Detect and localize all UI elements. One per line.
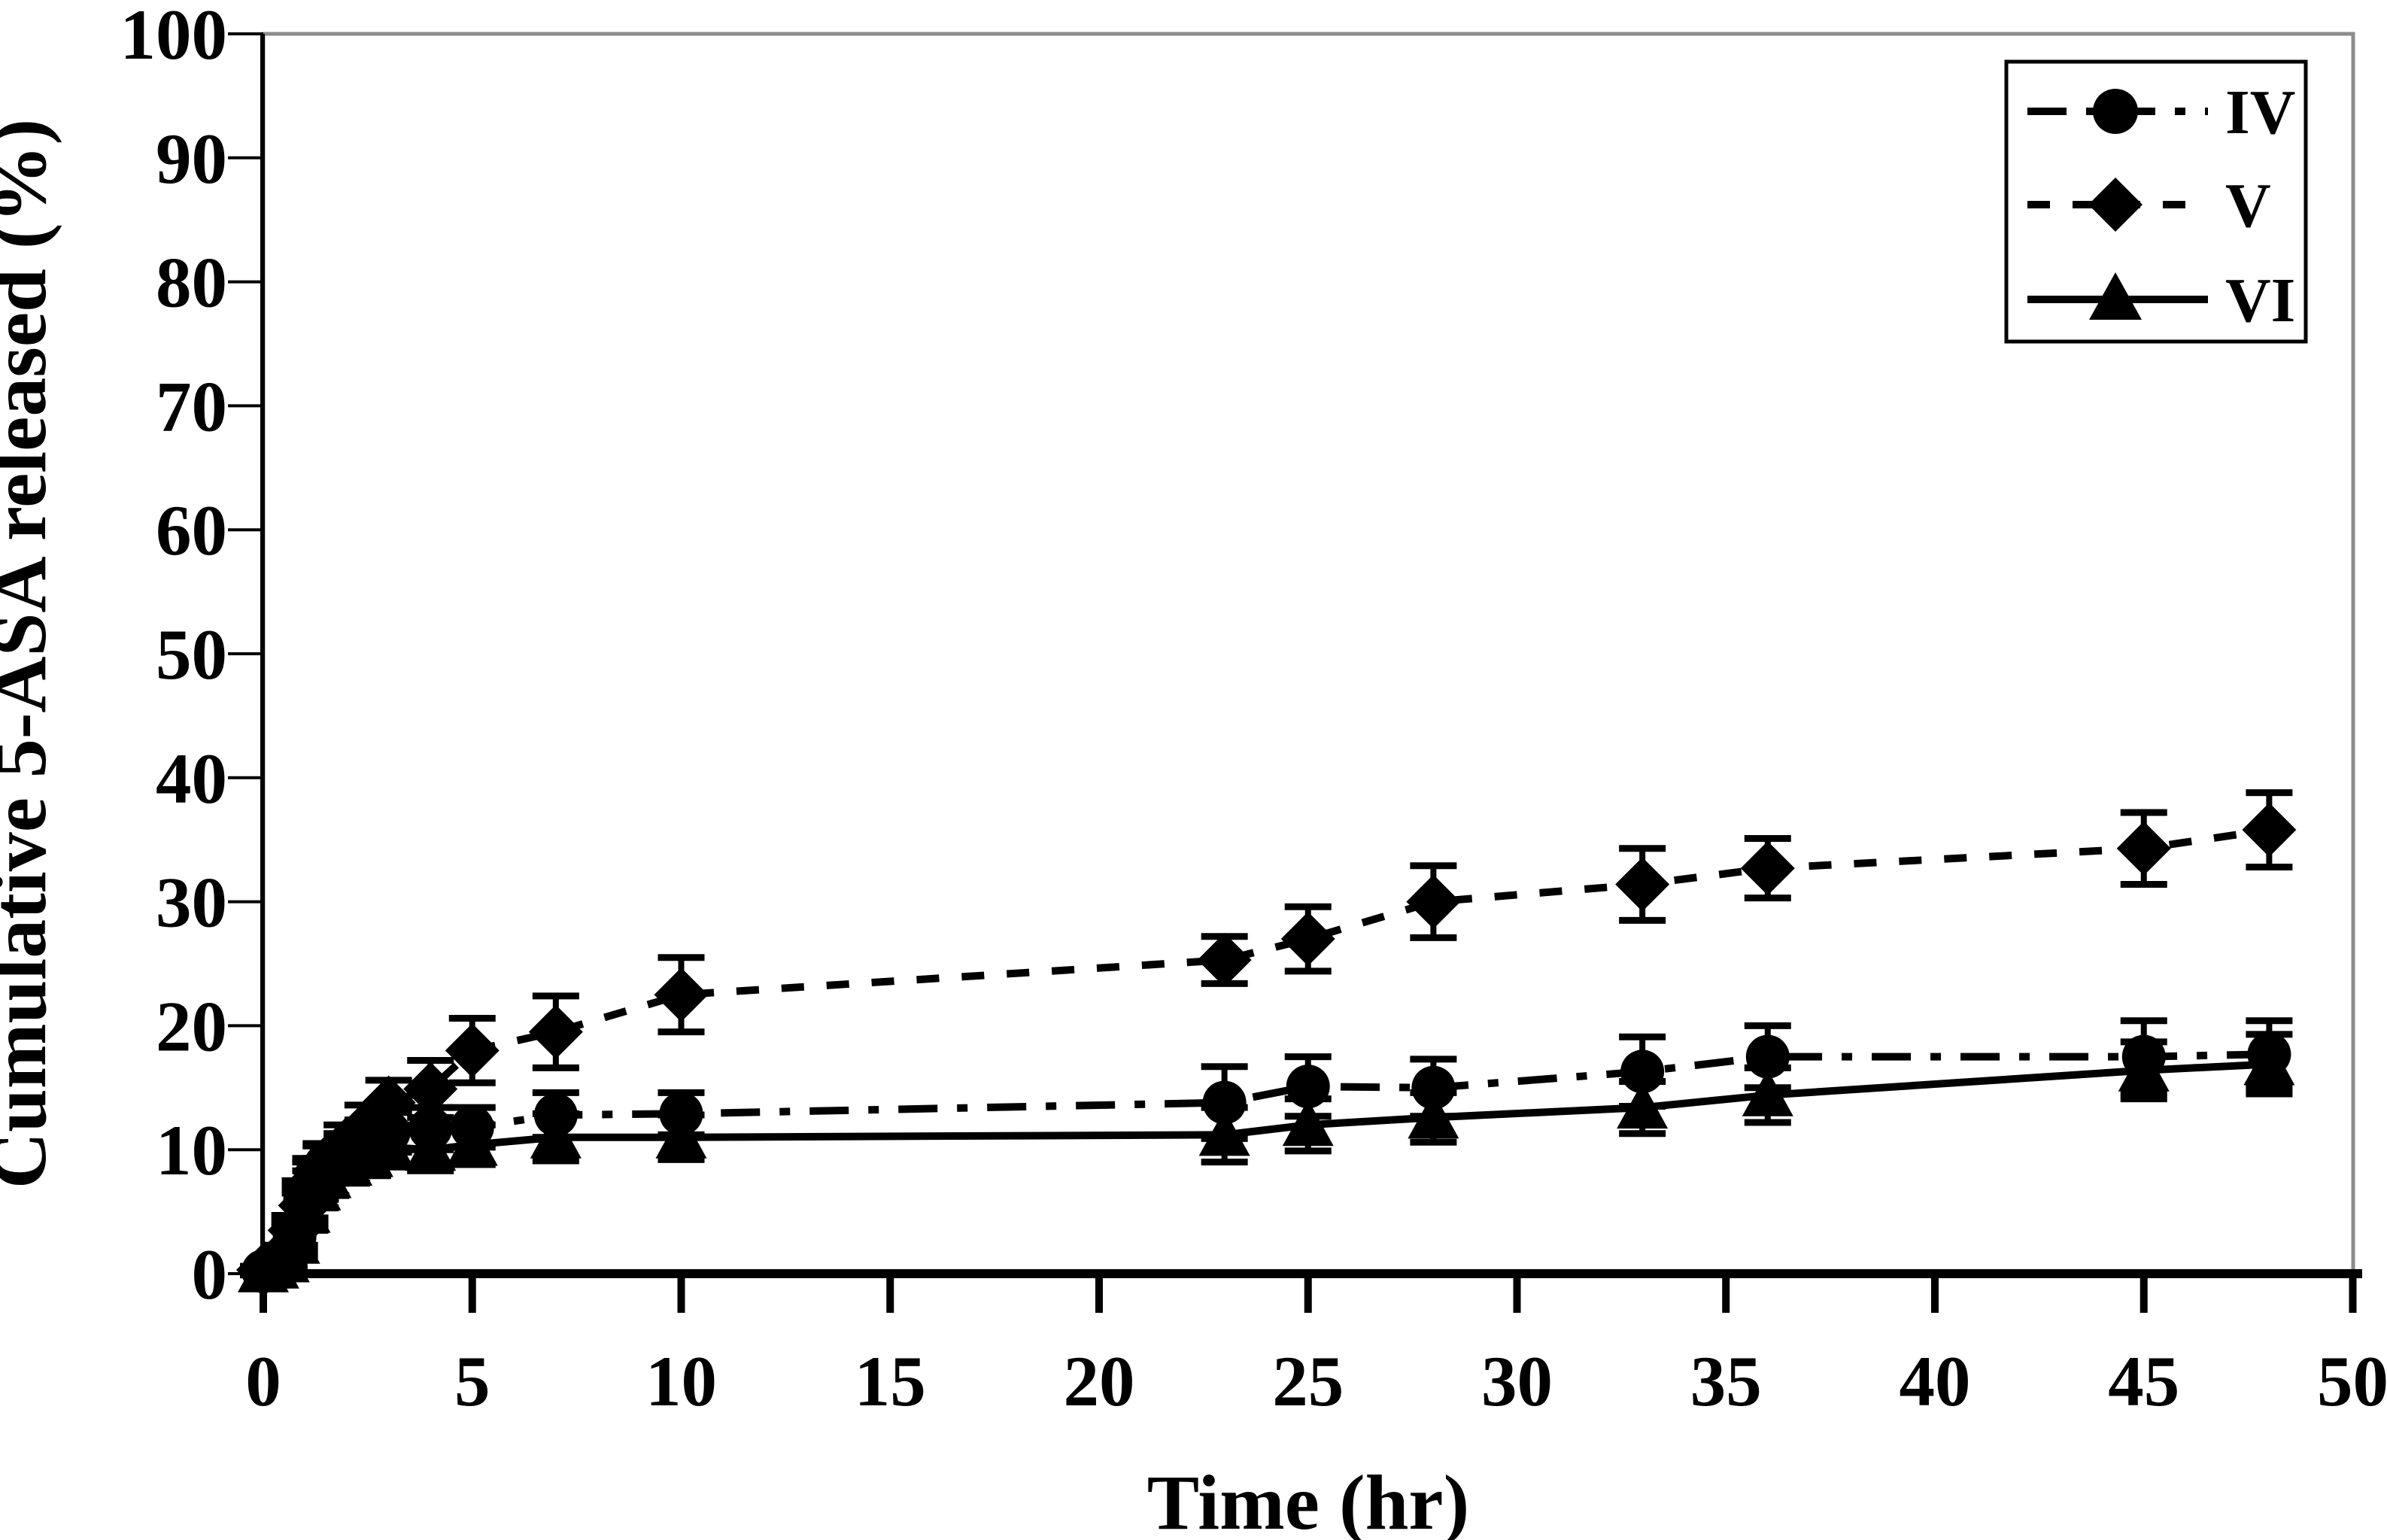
y-axis-title: Cumulative 5-ASA released (%) [0, 119, 62, 1189]
data-point-diamond [1615, 857, 1670, 912]
data-point-triangle [1742, 1069, 1793, 1116]
data-point-diamond [528, 1004, 583, 1059]
x-tick-label: 45 [2108, 1341, 2179, 1421]
legend-diamond-marker [2088, 178, 2143, 232]
x-axis-title: Time (hr) [1147, 1460, 1469, 1540]
data-point-circle [366, 1110, 411, 1155]
data-point-triangle [1617, 1082, 1669, 1129]
y-tick-label: 80 [156, 243, 227, 323]
y-axis-tick-labels: 0 10 20 30 40 50 60 70 80 90 100 [120, 0, 228, 1314]
x-tick-label: 40 [1900, 1341, 1971, 1421]
legend-circle-marker [2093, 89, 2138, 134]
data-point-diamond [1406, 874, 1461, 929]
series-markers-layer [236, 803, 2297, 1298]
legend-label-IV: IV [2225, 77, 2295, 147]
x-tick-label: 25 [1272, 1341, 1344, 1421]
series-markers-IV [241, 1032, 2291, 1293]
data-point-diamond [1740, 841, 1795, 896]
legend-triangle-marker [2089, 272, 2142, 320]
data-point-triangle [1198, 1109, 1250, 1156]
data-point-diamond [2116, 821, 2171, 876]
data-point-diamond [2242, 803, 2297, 858]
series-markers-VI [238, 1038, 2295, 1292]
data-point-circle [659, 1092, 703, 1136]
legend: IV V VI [2004, 59, 2308, 344]
data-point-circle [1620, 1049, 1665, 1094]
legend-item-VI: VI [2027, 266, 2295, 336]
data-point-triangle [1282, 1099, 1334, 1147]
y-tick-label: 0 [192, 1235, 228, 1314]
legend-label-V: V [2225, 171, 2271, 241]
data-point-circle [1286, 1065, 1330, 1109]
x-axis-tick-labels: 0 5 10 15 20 25 30 35 40 45 50 [245, 1341, 2387, 1421]
data-point-circle [1411, 1065, 1456, 1110]
y-tick-label: 60 [156, 491, 227, 570]
data-point-circle [2247, 1032, 2291, 1077]
y-tick-label: 20 [156, 986, 227, 1066]
y-tick-label: 50 [156, 615, 227, 694]
x-tick-label: 10 [645, 1341, 717, 1421]
y-tick-label: 10 [156, 1110, 227, 1190]
data-point-diamond [1197, 933, 1252, 988]
data-point-circle [408, 1107, 453, 1151]
x-tick-label: 15 [855, 1341, 926, 1421]
y-tick-label: 30 [156, 863, 227, 943]
x-tick-label: 5 [454, 1341, 490, 1421]
x-axis-ticks [260, 1278, 2357, 1313]
x-tick-label: 30 [1481, 1341, 1553, 1421]
y-tick-label: 100 [120, 0, 228, 74]
legend-item-V: V [2027, 171, 2271, 241]
data-point-circle [533, 1093, 578, 1138]
data-point-circle [450, 1105, 494, 1150]
y-tick-label: 70 [156, 366, 227, 446]
x-tick-label: 50 [2317, 1341, 2387, 1421]
x-tick-label: 20 [1064, 1341, 1135, 1421]
y-tick-label: 40 [156, 739, 227, 819]
legend-item-IV: IV [2027, 77, 2295, 147]
data-point-circle [1202, 1080, 1247, 1125]
x-tick-label: 0 [245, 1341, 281, 1421]
data-point-circle [1745, 1034, 1790, 1079]
data-point-diamond [1280, 912, 1335, 967]
data-point-diamond [654, 967, 709, 1022]
data-point-circle [2121, 1034, 2166, 1079]
data-point-diamond [403, 1062, 458, 1116]
series-markers-V [236, 803, 2297, 1298]
data-point-triangle [1408, 1092, 1459, 1139]
data-point-diamond [445, 1023, 500, 1078]
y-axis-ticks [228, 32, 263, 1275]
x-tick-label: 35 [1690, 1341, 1762, 1421]
y-tick-label: 90 [156, 119, 227, 199]
legend-label-VI: VI [2225, 266, 2295, 336]
data-point-circle [272, 1214, 317, 1259]
